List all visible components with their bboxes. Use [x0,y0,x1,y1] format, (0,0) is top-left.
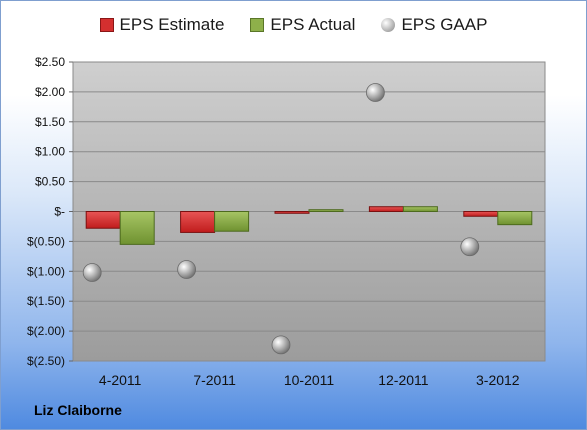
legend-item-eps-gaap: EPS GAAP [381,15,487,35]
x-tick-label: 12-2011 [378,372,429,388]
x-axis: 4-2011 7-2011 10-2011 12-2011 3-2012 [99,372,520,388]
bar-eps-estimate [85,211,121,229]
gaap-points [82,83,480,355]
x-tick-label: 3-2012 [476,372,520,388]
point-eps-gaap [365,83,385,102]
y-tick-label: $1.50 [35,115,65,129]
legend-label-eps-actual: EPS Actual [270,15,356,34]
point-eps-gaap [82,263,102,282]
y-tick-label: $2.00 [35,85,65,99]
bar-eps-actual [308,209,344,212]
bar-eps-estimate [274,211,310,214]
x-tick-label: 4-2011 [99,372,142,388]
bar-eps-estimate [368,206,404,213]
bar-eps-estimate [180,211,216,233]
y-tick-label: $(2.50) [27,354,65,368]
point-eps-gaap [177,260,197,279]
bars [85,206,533,245]
company-name: Liz Claiborne [34,402,122,418]
y-tick-label: $0.50 [35,175,65,189]
legend-label-eps-estimate: EPS Estimate [119,15,225,34]
legend-swatch-eps-gaap [381,18,396,32]
legend-swatch-eps-estimate [99,18,114,32]
legend-swatch-eps-actual [250,18,265,32]
y-tick-label: $(1.50) [27,294,65,308]
bar-eps-actual [497,211,533,226]
y-tick-label: $(1.00) [27,264,65,278]
legend-item-eps-actual: EPS Actual [250,15,355,35]
y-tick-label: $- [54,205,65,219]
legend-item-eps-estimate: EPS Estimate [99,15,225,35]
x-tick-label: 10-2011 [284,372,335,388]
y-axis: $2.50 $2.00 $1.50 $1.00 $0.50 $- $(0.50) $(1.00… [27,55,73,368]
legend-label-eps-gaap: EPS GAAP [401,15,488,34]
bar-eps-actual [214,211,250,232]
bar-eps-actual [119,211,155,245]
y-tick-label: $(0.50) [27,234,65,248]
x-tick-label: 7-2011 [193,372,236,388]
y-tick-label: $(2.00) [27,324,65,338]
point-eps-gaap [460,237,480,257]
legend: EPS Estimate EPS Actual EPS GAAP [1,15,586,35]
y-tick-label: $1.00 [35,145,65,159]
point-eps-gaap [271,335,291,355]
bar-eps-actual [402,206,438,213]
y-tick-label: $2.50 [35,55,65,69]
bar-eps-estimate [463,211,499,217]
